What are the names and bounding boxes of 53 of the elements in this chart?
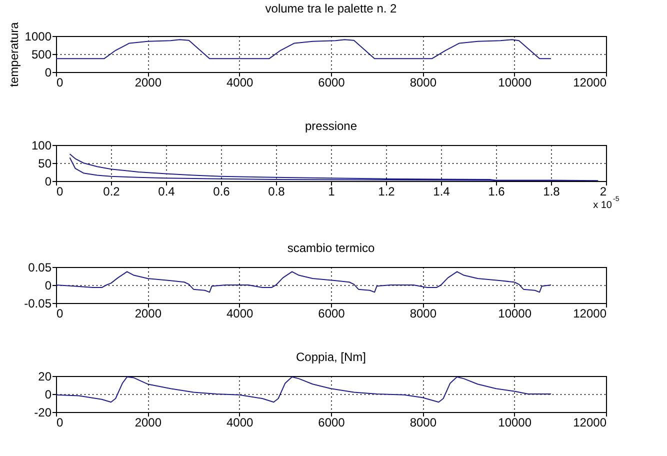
x-tick-label: 6000 — [318, 306, 346, 320]
y-tick-label: 20 — [38, 370, 52, 384]
x-tick-label: 10000 — [498, 306, 532, 320]
x-tick-label: 2000 — [134, 416, 162, 430]
y-tick-label: 0 — [44, 388, 52, 402]
y-tick-label: 0 — [44, 66, 52, 80]
x-tick-label: 2000 — [134, 76, 162, 90]
x-tick-label: 0 — [56, 306, 64, 320]
x-tick-label: 8000 — [410, 306, 437, 320]
y-tick-label: -0.05 — [24, 296, 52, 310]
x-tick-label: 1.2 — [378, 184, 396, 198]
line-series — [69, 154, 598, 181]
y-tick-label: 0 — [44, 174, 52, 188]
x-tick-label: 8000 — [410, 76, 437, 90]
x-tick-label: 0.4 — [158, 184, 176, 198]
x-tick-label: 12000 — [573, 306, 607, 320]
x-tick-label: 0.6 — [213, 184, 230, 198]
y-tick-label: 0.05 — [28, 260, 52, 274]
x-tick-label: 0 — [56, 416, 64, 430]
chart-title: pressione — [304, 119, 358, 133]
chart-title: Coppia, [Nm] — [296, 350, 366, 364]
x-tick-label: 8000 — [410, 416, 437, 430]
x-tick-label: 1.6 — [488, 184, 506, 198]
x-tick-label: 0 — [56, 184, 64, 198]
x-tick-label: 4000 — [226, 306, 254, 320]
y-tick-label: 100 — [31, 138, 52, 152]
x-tick-label: 1 — [328, 184, 336, 198]
y-tick-label: 1000 — [24, 30, 52, 44]
x-tick-label: 10000 — [498, 416, 532, 430]
x-tick-label: 1.4 — [433, 184, 450, 198]
x-tick-label: 10000 — [498, 76, 532, 90]
y-tick-label: 50 — [38, 156, 52, 170]
x-tick-label: 2 — [600, 184, 607, 198]
y-tick-label: 0 — [44, 278, 52, 292]
x-tick-label: 6000 — [318, 416, 346, 430]
line-series — [56, 376, 552, 403]
x-tick-label: 12000 — [573, 416, 607, 430]
x-tick-label: 0 — [56, 76, 64, 90]
line-series — [56, 271, 552, 293]
x-tick-label: 4000 — [226, 76, 254, 90]
y-axis-title: temperatura — [6, 22, 21, 87]
x-tick-label: 0.8 — [268, 184, 286, 198]
y-tick-label: -20 — [34, 406, 52, 420]
x-tick-label: 12000 — [573, 76, 607, 90]
y-tick-label: 500 — [31, 48, 52, 62]
chart-title: scambio termico — [287, 241, 376, 255]
x-tick-label: 6000 — [318, 76, 346, 90]
line-series — [56, 39, 552, 60]
x-tick-label: 0.2 — [103, 184, 120, 198]
chart-title: volume tra le palette n. 2 — [265, 2, 398, 16]
x-tick-label: 2000 — [134, 306, 162, 320]
x-tick-label: 1.8 — [543, 184, 560, 198]
x-tick-label: 4000 — [226, 416, 254, 430]
